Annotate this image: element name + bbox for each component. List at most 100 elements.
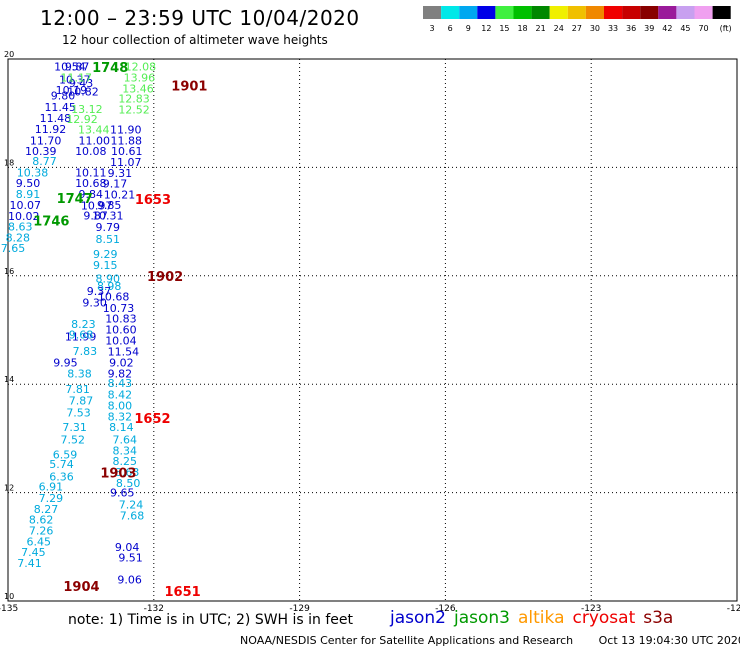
- altika-wave-height-label: 7.64: [112, 433, 136, 446]
- jason2-wave-height-label: 9.87: [65, 61, 90, 74]
- credit-line: NOAA/NESDIS Center for Satellite Applica…: [240, 634, 740, 647]
- altika-wave-height-label: 7.52: [60, 433, 85, 446]
- jason2-wave-height-label: 11.45: [44, 101, 75, 114]
- altika-wave-height-label: 8.62: [29, 514, 54, 527]
- jason2-wave-height-label: 11.07: [110, 156, 142, 169]
- pass-time-label: 1901: [171, 80, 207, 95]
- altika-wave-height-label: 9.68: [69, 328, 94, 341]
- y-tick-label: 12: [4, 484, 14, 493]
- color-scale-label: 27: [572, 24, 582, 33]
- color-swatch: [459, 6, 478, 19]
- color-scale-label: 39: [644, 24, 654, 33]
- color-scale-label: 9: [466, 24, 471, 33]
- color-scale-label: 30: [590, 24, 600, 33]
- satellite-legend-s3a: s3a: [643, 608, 674, 628]
- jason2-wave-height-label: 10.73: [103, 302, 134, 315]
- color-swatch: [513, 6, 532, 19]
- satellite-legend: jason2 jason3 altika cryosat s3a: [390, 608, 681, 628]
- color-scale-label: 24: [554, 24, 564, 33]
- color-swatch: [640, 6, 659, 19]
- altika-wave-height-label: 8.00: [108, 399, 133, 412]
- axis-ticks: -135 -132 -129 -126 -123 -120 10 12 14 16 18 20: [0, 50, 740, 614]
- jason2-wave-height-label: 9.50: [16, 177, 41, 190]
- color-scale-label: 6: [448, 24, 453, 33]
- color-scale-label: 36: [626, 24, 636, 33]
- altika-wave-height-label: 7.68: [120, 509, 145, 522]
- color-scale-label: 18: [517, 24, 527, 33]
- altika-wave-height-label: 8.91: [16, 188, 41, 201]
- page-subtitle: 12 hour collection of altimeter wave hei…: [62, 33, 328, 47]
- altika-wave-height-label: 8.34: [112, 444, 136, 457]
- color-scale-label: 42: [662, 24, 672, 33]
- pass-time-label: 1902: [147, 270, 183, 285]
- color-scale-label: 21: [536, 24, 546, 33]
- jason2-wave-height-label: 11.48: [40, 112, 71, 125]
- altika-wave-height-label: 7.53: [66, 406, 91, 419]
- jason2-wave-height-label: 10.04: [105, 334, 137, 347]
- jason2-wave-height-label: 9.06: [117, 573, 142, 586]
- jason2-wave-height-label: 10.97: [81, 199, 113, 212]
- x-tick-label: -129: [289, 604, 310, 614]
- jason3-wave-height-label: 13.44: [78, 123, 110, 136]
- jason2-wave-height-label: 9.79: [95, 221, 120, 234]
- altika-wave-height-label: 8.51: [95, 233, 120, 246]
- color-scale-label: 70: [698, 24, 708, 33]
- altika-wave-height-label: 6.36: [49, 470, 73, 483]
- jason2-wave-height-label: 9.17: [103, 178, 128, 191]
- altika-wave-height-label: 7.24: [119, 499, 144, 512]
- jason2-wave-height-label: 11.92: [35, 123, 66, 136]
- altika-wave-height-label: 8.50: [116, 477, 141, 490]
- color-swatch: [531, 6, 550, 19]
- satellite-legend-jason2: jason2: [390, 608, 446, 628]
- color-scale-legend: 3 6 9 12 15 18 21 24 27 30 33 36 39 42 45 70 (ft): [423, 6, 732, 33]
- altika-wave-height-label: 8.63: [115, 466, 140, 479]
- x-tick-label: -132: [144, 604, 164, 614]
- jason2-wave-height-label: 10.39: [25, 145, 57, 158]
- altika-wave-height-label: 6.45: [26, 535, 51, 548]
- altika-wave-height-label: 8.43: [108, 377, 133, 390]
- jason2-wave-height-label: 10.11: [75, 166, 107, 179]
- color-scale-label: 3: [430, 24, 435, 33]
- jason2-wave-height-label: 9.82: [108, 367, 133, 380]
- jason2-wave-height-label: 11.70: [30, 134, 62, 147]
- jason2-wave-height-label: 11.00: [78, 134, 110, 147]
- altika-wave-height-label: 8.77: [32, 155, 57, 168]
- satellite-legend-altika: altika: [518, 608, 565, 628]
- altika-wave-height-label: 10.38: [17, 166, 49, 179]
- color-swatch: [477, 6, 496, 19]
- color-scale-label: 12: [481, 24, 491, 33]
- altika-wave-height-label: 5.74: [49, 458, 73, 471]
- pass-time-label: 1653: [135, 193, 171, 208]
- color-swatch: [658, 6, 677, 19]
- page-title: 12:00 – 23:59 UTC 10/04/2020: [40, 6, 360, 30]
- color-scale-label: 33: [608, 24, 618, 33]
- altika-wave-height-label: 8.32: [108, 411, 133, 424]
- pass-time-labels: 1748 1901 1747 1653 1746 1902 1652 1903 1904 1651: [33, 61, 207, 600]
- altika-wave-height-label: 8.42: [108, 388, 133, 401]
- y-tick-label: 16: [4, 267, 14, 276]
- x-tick-label: -135: [0, 604, 18, 614]
- altika-wave-height-label: 8.23: [71, 318, 96, 331]
- altika-wave-height-label: 7.87: [69, 394, 94, 407]
- color-scale-label: (ft): [720, 24, 732, 33]
- jason2-wave-height-label: 9.51: [118, 552, 142, 565]
- y-tick-label: 14: [4, 375, 14, 384]
- y-tick-label: 20: [4, 50, 14, 59]
- jason2-wave-height-label: 10.83: [105, 313, 137, 326]
- pass-time-label: 1904: [63, 580, 99, 595]
- x-tick-label: -120: [727, 604, 740, 614]
- jason2-wave-height-label: 9.65: [110, 487, 135, 500]
- altika-wave-height-label: 7.65: [1, 242, 26, 255]
- jason3-wave-height-label: 12.92: [66, 113, 98, 126]
- altika-wave-height-label: 8.14: [109, 421, 134, 434]
- jason2-wave-height-label: 10.02: [8, 210, 40, 223]
- altika-wave-height-label: 7.41: [17, 557, 42, 570]
- jason2-wave-height-label: 9.02: [109, 357, 134, 370]
- data-labels: 10.549.8710.379.4310.1910.829.8011.4511.…: [1, 61, 156, 587]
- jason2-wave-height-label: 9.30: [82, 296, 107, 309]
- jason2-wave-height-label: 10.19: [56, 84, 88, 97]
- color-swatch: [712, 6, 731, 19]
- jason2-wave-height-label: 9.80: [51, 89, 76, 102]
- plot-frame: [7, 58, 738, 602]
